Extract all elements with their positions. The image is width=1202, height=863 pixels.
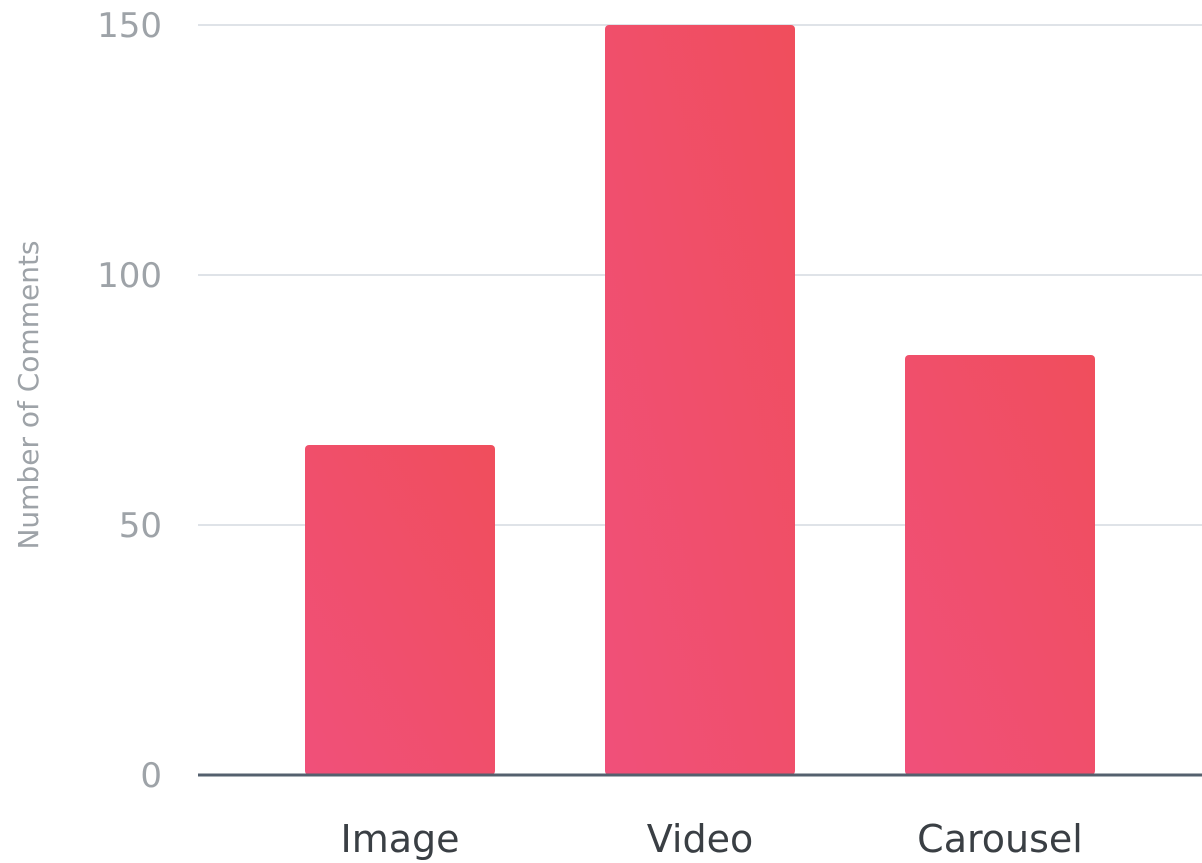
- x-tick-label-carousel: Carousel: [917, 817, 1083, 861]
- y-tick-label-100: 100: [97, 256, 162, 296]
- bar-video: [605, 25, 795, 775]
- y-tick-label-0: 0: [140, 756, 162, 796]
- bar-image: [305, 445, 495, 775]
- bar-carousel: [905, 355, 1095, 775]
- axes: 0 50 100 150 Image Video Carousel: [97, 6, 1202, 861]
- bars: [305, 25, 1095, 775]
- y-tick-label-150: 150: [97, 6, 162, 46]
- x-tick-label-video: Video: [647, 817, 753, 861]
- x-tick-label-image: Image: [340, 817, 459, 861]
- y-tick-label-50: 50: [119, 506, 162, 546]
- y-axis-title: Number of Comments: [12, 240, 45, 549]
